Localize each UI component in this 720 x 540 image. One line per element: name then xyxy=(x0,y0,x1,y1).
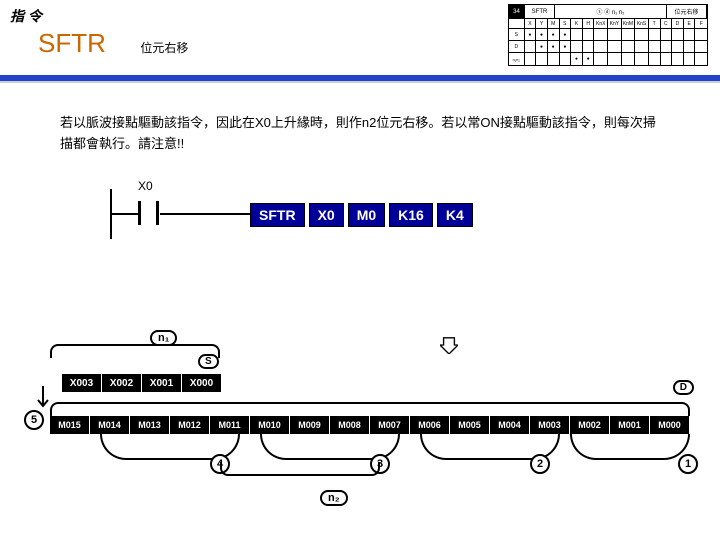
m-row: M015 M014 M013 M012 M011 M010 M009 M008 … xyxy=(50,416,690,434)
table-operands: ⓢ ⓓ n₁ n₂ xyxy=(555,5,667,18)
shift-diagram: n₁ S X003 X002 X001 X000 D M015 M014 M01… xyxy=(20,330,700,520)
inst-arg: X0 xyxy=(309,203,344,227)
x-cell: X002 xyxy=(102,374,142,392)
m-cell: M001 xyxy=(610,416,650,434)
m-cell: M010 xyxy=(250,416,290,434)
table-row: D ●●● xyxy=(509,41,707,53)
m-cell: M005 xyxy=(450,416,490,434)
inst-arg: M0 xyxy=(348,203,385,227)
inst-op: SFTR xyxy=(250,203,305,227)
instruction-box: SFTR X0 M0 K16 K4 xyxy=(250,203,477,227)
ladder-diagram: X0 SFTR X0 M0 K16 K4 xyxy=(110,189,720,249)
x-cell: X000 xyxy=(182,374,222,392)
brace-d xyxy=(50,402,690,416)
m-cell: M000 xyxy=(650,416,690,434)
m-cell: M007 xyxy=(370,416,410,434)
x-cell: X003 xyxy=(62,374,102,392)
m-cell: M004 xyxy=(490,416,530,434)
table-col-headers: X Y M S K H KnX KnY KnM KnS T C D E F xyxy=(509,19,707,29)
table-body: S ●●●● D ●●● n₁n₂ ●● xyxy=(509,29,707,65)
d-label: D xyxy=(673,380,694,395)
step-num: 5 xyxy=(24,410,44,430)
brace-n2 xyxy=(220,462,380,476)
table-code: SFTR xyxy=(525,5,555,18)
m-cell: M014 xyxy=(90,416,130,434)
contact-label: X0 xyxy=(138,179,153,193)
table-row: n₁n₂ ●● xyxy=(509,53,707,65)
step-num: 1 xyxy=(678,454,698,474)
x-cell: X001 xyxy=(142,374,182,392)
gray-line xyxy=(0,81,720,83)
m-cell: M011 xyxy=(210,416,250,434)
brace-top xyxy=(50,344,220,358)
command-desc: 位元右移 xyxy=(140,41,188,55)
m-cell: M012 xyxy=(170,416,210,434)
ladder-wire xyxy=(160,213,250,215)
table-num: 34 xyxy=(509,5,525,18)
table-title: 位元右移 xyxy=(667,5,707,18)
down-arrow-icon xyxy=(440,336,458,354)
n2-label: n₂ xyxy=(320,490,348,506)
inst-arg: K16 xyxy=(389,203,433,227)
table-top-row: 34 SFTR ⓢ ⓓ n₁ n₂ 位元右移 xyxy=(509,5,707,19)
table-row: S ●●●● xyxy=(509,29,707,41)
m-cell: M006 xyxy=(410,416,450,434)
m-cell: M015 xyxy=(50,416,90,434)
m-cell: M002 xyxy=(570,416,610,434)
shift-arc xyxy=(570,434,690,460)
step-num: 2 xyxy=(530,454,550,474)
m-cell: M013 xyxy=(130,416,170,434)
m-cell: M009 xyxy=(290,416,330,434)
x-row: X003 X002 X001 X000 xyxy=(62,374,222,392)
command-name: SFTR xyxy=(38,28,106,59)
operand-table: 34 SFTR ⓢ ⓓ n₁ n₂ 位元右移 X Y M S K H KnX K… xyxy=(508,4,708,66)
inst-arg: K4 xyxy=(437,203,473,227)
s-label: S xyxy=(198,354,219,369)
m-cell: M008 xyxy=(330,416,370,434)
ladder-wire xyxy=(110,213,138,215)
m-cell: M003 xyxy=(530,416,570,434)
body-text: 若以脈波接點驅動該指令，因此在X0上升緣時，則作n2位元右移。若以常ON接點驅動… xyxy=(60,113,660,155)
